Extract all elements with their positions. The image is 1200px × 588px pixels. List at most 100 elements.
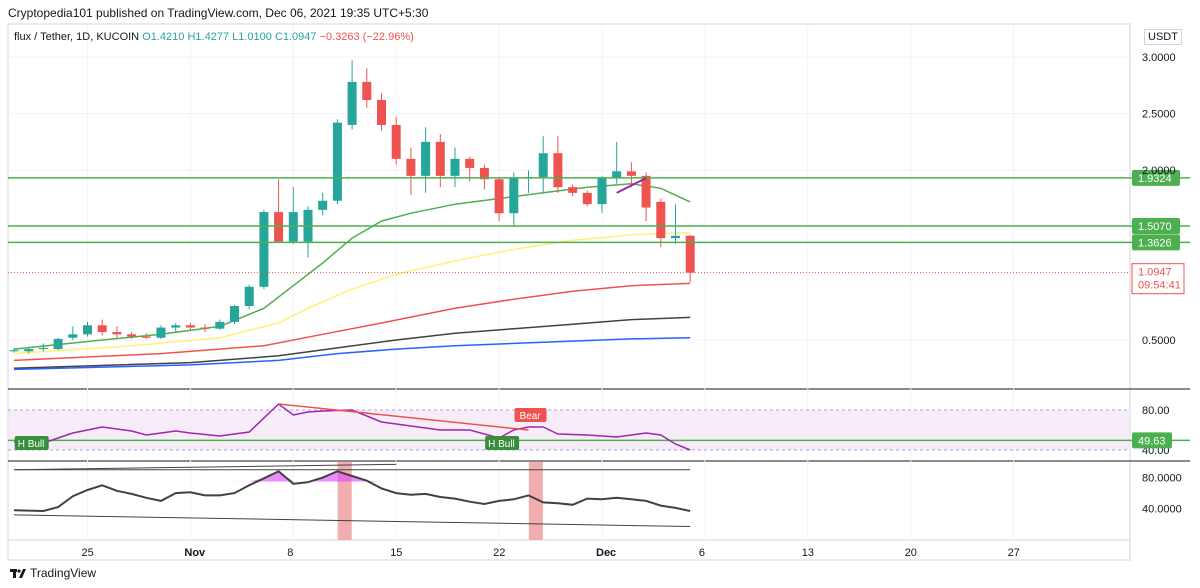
candle-body [435,141,445,176]
h-bull-signal-label: H Bull [18,439,45,450]
candle-body [230,306,239,322]
time-axis-tick-label: 20 [905,547,917,559]
symbol-legend: flux / Tether, 1D, KUCOIN O1.4210 H1.427… [14,31,414,43]
candle-body [612,171,622,179]
candle-body [465,158,475,168]
candle-body [185,325,195,328]
candle-body [318,200,328,210]
candle-body [215,321,225,329]
candle-body [9,350,19,352]
ma-line-ema150 [13,316,691,370]
time-axis-tick-label: 22 [493,547,505,559]
candle-body [38,347,48,350]
candle-body [274,212,284,242]
time-axis-tick-label: 25 [82,547,94,559]
candle-body [97,325,107,333]
candle-body [494,179,504,214]
candle-body [112,332,122,335]
h-bull-signal-tag [14,436,49,450]
overbought-fill [234,471,382,482]
rsi-axis-tick-label: 80.00 [1142,405,1170,417]
price-axis-tick-label: 2.0000 [1142,165,1176,177]
ma-line-ema100 [13,282,691,362]
ma-line-ema200 [13,336,691,371]
candle-body [656,201,666,239]
currency-label[interactable]: USDT [1144,29,1182,45]
close-value: C1.0947 [274,31,317,43]
time-axis-tick-label: 27 [1008,547,1020,559]
candle-body [332,122,342,201]
candle-body [685,235,695,273]
candle-body [509,178,519,214]
candle-body [406,158,416,176]
price-axis-tick-label: 2.5000 [1142,109,1176,121]
candle-body [538,153,548,177]
candle-body [479,167,489,180]
bear-signal-label: Bear [520,411,542,422]
tradingview-brand[interactable]: TradingView [10,566,96,580]
candle-body [421,141,431,176]
price-axis-tick-label: 3.0000 [1142,52,1176,64]
drawn-trendline[interactable] [616,177,647,194]
time-axis-tick-label: Dec [596,547,616,559]
time-axis-tick-label: Nov [184,547,206,559]
low-value: L1.0100 [232,31,272,43]
osc-trendline [13,514,691,528]
candle-body [244,286,254,307]
level-price-label: 1.5070 [1138,221,1172,233]
level-price-tag [1132,234,1180,251]
level-price-label: 1.9324 [1138,173,1172,185]
tradingview-logo-icon [10,569,26,578]
candle-body [24,349,34,352]
candle-body [83,325,92,335]
last-price-label: 1.0947 [1138,267,1172,279]
osc-axis-tick-label: 80.0000 [1142,473,1182,485]
osc-trendline [13,463,397,471]
open-value: O1.4210 [142,31,185,43]
candle-body [568,187,578,193]
bear-signal-tag [514,408,547,422]
h-bull-signal-label: H Bull [488,439,515,450]
level-price-tag [1132,218,1180,235]
osc-axis-tick-label: 40.0000 [1142,504,1182,516]
rsi-value-tag [1132,432,1172,449]
bear-divergence-line [278,403,529,431]
candle-body [391,124,401,159]
candle-body [156,327,166,338]
candle-body [362,81,372,101]
rsi-band [8,410,1130,450]
rsi-value-label: 49.63 [1138,435,1166,447]
change-value: −0.3263 (−22.96%) [319,31,414,43]
candle-body [671,235,680,239]
candle-body [288,212,298,242]
candle-body [582,192,592,205]
candle-body [347,81,357,125]
time-axis-tick-label: 15 [390,547,402,559]
countdown-label: 09:54:41 [1138,280,1181,292]
candle-body [200,327,210,329]
time-axis-tick-label: 13 [802,547,814,559]
ma-line-ema50 [13,231,691,355]
signal-highlight-bar [528,462,543,540]
candle-body [597,178,607,205]
candle-body [53,338,63,350]
published-header: Cryptopedia101 published on TradingView.… [8,6,429,20]
candle-body [171,325,181,328]
candle-body [68,334,78,338]
symbol-name[interactable]: flux / Tether, 1D, KUCOIN [14,31,140,43]
time-axis-tick-label: 6 [699,547,705,559]
level-price-label: 1.3626 [1138,237,1172,249]
h-bull-signal-tag [485,436,520,450]
time-axis-tick-label: 8 [287,547,293,559]
candle-body [553,153,563,188]
candle-body [127,334,137,337]
high-value: H1.4277 [187,31,230,43]
candle-body [626,171,636,176]
candle-body [141,336,151,338]
candle-body [450,158,460,176]
candle-body [377,100,386,125]
brand-text: TradingView [30,566,97,580]
ma-line-ema20 [13,183,691,350]
level-price-tag [1132,169,1180,186]
